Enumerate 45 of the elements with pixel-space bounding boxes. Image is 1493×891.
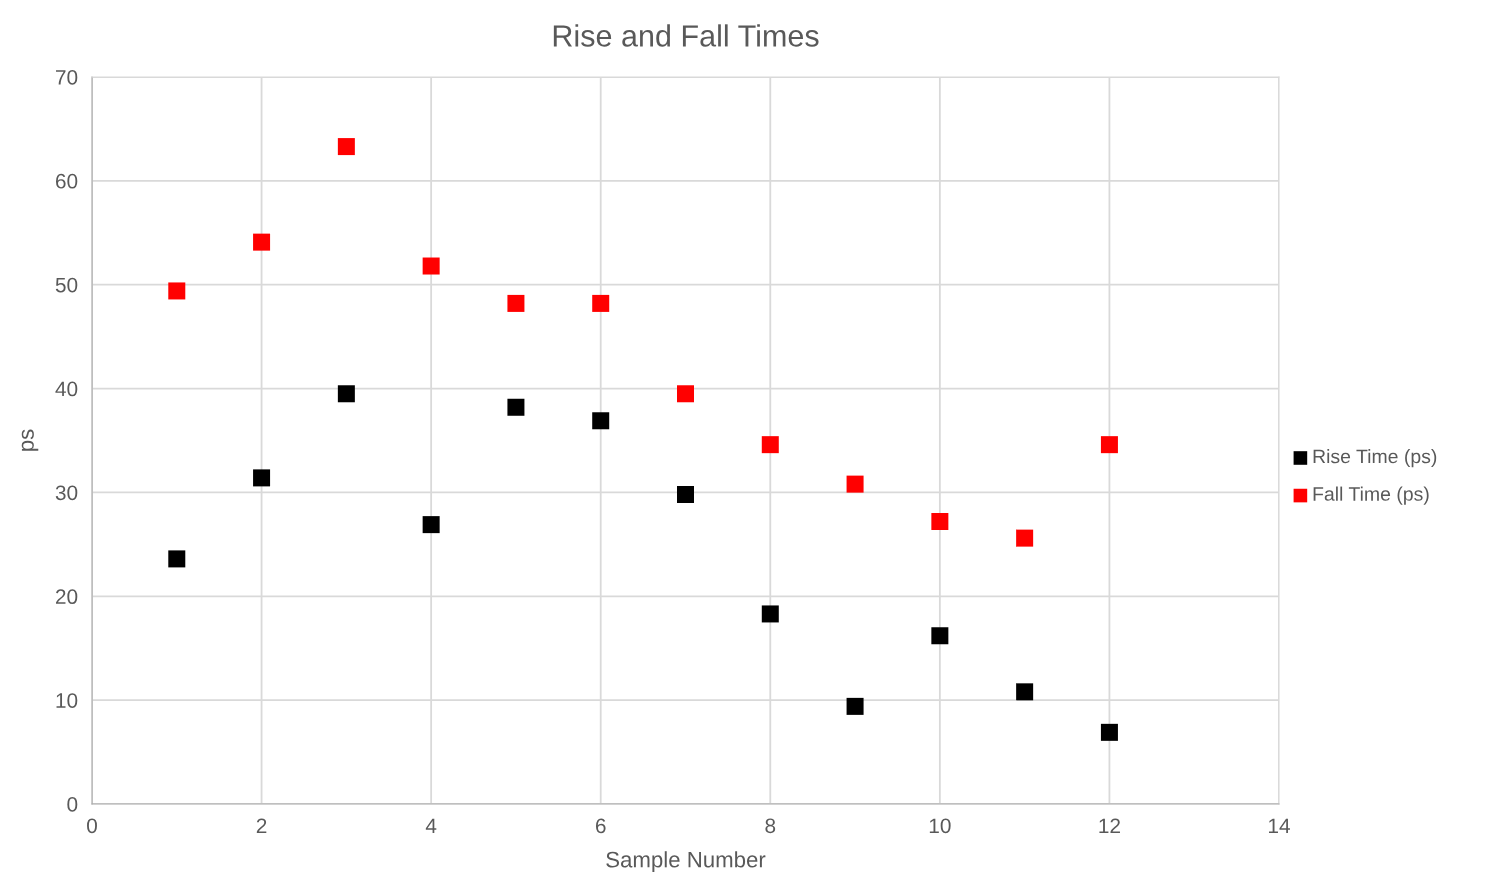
point [846,697,864,715]
point [1016,683,1034,701]
point [253,469,271,487]
y-axis-title: ps [21,429,39,451]
x-tick-label: 8 [765,818,776,834]
point [422,516,440,534]
x-tick-label: 4 [425,818,437,833]
point [761,605,779,623]
point [931,627,949,645]
point [592,294,610,312]
point [761,436,779,454]
y-tick-label: 30 [55,485,78,501]
legend-label: Fall Time (ps) [1313,486,1429,505]
point [931,513,949,531]
point [168,282,186,300]
y-tick-label: 10 [56,693,78,708]
point [1100,436,1118,454]
x-tick-label: 0 [87,818,97,834]
point [253,233,271,251]
point [507,294,525,312]
y-tick-label: 60 [56,173,78,189]
x-tick-label: 6 [595,818,606,834]
x-tick-label: 12 [1099,818,1120,833]
point [422,257,440,275]
x-tick-label: 14 [1269,818,1290,833]
point [1016,529,1034,547]
point [1100,723,1118,741]
point [676,385,695,403]
y-tick-label: 40 [55,381,78,397]
x-tick-label: 2 [256,818,267,833]
y-tick-label: 50 [55,277,78,293]
point [846,475,864,493]
point [507,398,525,416]
y-tick-label: 20 [55,589,78,605]
chart-title: Rise and Fall Times [553,24,819,47]
y-tick-label: 70 [56,70,78,85]
legend-label: Rise Time (ps) [1313,449,1437,468]
point [337,138,355,156]
x-axis-title: Sample Number [606,851,766,872]
point [676,486,695,504]
y-tick-label: 0 [67,797,78,812]
x-tick-label: 10 [929,818,951,834]
point [337,385,355,403]
point [592,412,610,430]
point [168,550,186,568]
